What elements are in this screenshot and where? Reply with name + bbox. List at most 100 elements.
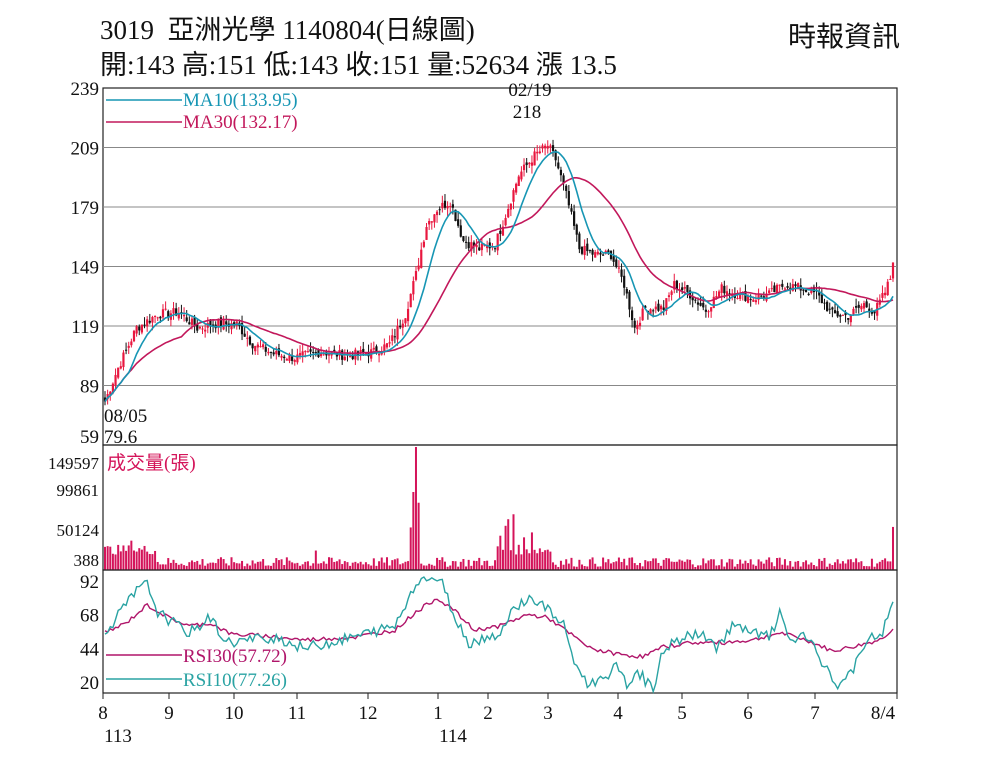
candle-body <box>826 301 829 312</box>
volume-bar <box>462 558 465 570</box>
volume-bar <box>325 563 328 570</box>
data-source: 時報資訊 <box>787 22 900 53</box>
candle-body <box>256 344 259 348</box>
volume-bar <box>372 558 375 570</box>
volume-bar <box>385 557 388 570</box>
candle-body <box>515 183 518 193</box>
volume-bar <box>725 562 728 570</box>
volume-bar <box>185 565 188 570</box>
volume-bar <box>602 557 605 570</box>
candle-body <box>225 321 228 325</box>
candle-body <box>538 151 541 154</box>
volume-bar <box>111 553 114 570</box>
candle-body <box>177 312 180 319</box>
volume-bar <box>248 565 251 570</box>
volume-bar <box>588 559 591 570</box>
volume-bar <box>404 561 407 570</box>
volume-bar <box>441 557 444 570</box>
candle-body <box>770 288 773 290</box>
candle-body <box>757 294 760 300</box>
volume-bar <box>699 565 702 570</box>
candle-body <box>623 275 626 288</box>
volume-bar <box>328 557 331 570</box>
volume-bar <box>175 562 178 570</box>
volume-bar <box>338 559 341 570</box>
candle-body <box>146 319 149 327</box>
volume-bar <box>201 559 204 570</box>
x-tick-label: 7 <box>810 703 820 724</box>
candle-body <box>794 284 797 287</box>
volume-bar <box>641 566 644 570</box>
candle-body <box>412 281 415 295</box>
volume-bar <box>277 560 280 570</box>
candle-body <box>720 284 723 293</box>
volume-bar <box>823 557 826 570</box>
volume-bar <box>754 565 757 570</box>
candle-body <box>554 150 557 161</box>
candle-body <box>320 353 323 357</box>
volume-bar <box>554 564 557 570</box>
candle-body <box>710 307 713 312</box>
volume-panel: 149597 99861 50124 388 成交量(張) <box>48 444 898 571</box>
candle-body <box>457 219 460 226</box>
volume-bar <box>362 564 365 570</box>
volume-bar <box>530 532 533 570</box>
rsi30-legend: RSI30(57.72) <box>183 646 287 667</box>
volume-bar <box>654 558 657 570</box>
candle-body <box>293 360 296 362</box>
volume-bar <box>396 558 399 570</box>
candle-body <box>182 314 186 317</box>
volume-bar <box>633 563 636 570</box>
candle-body <box>409 293 412 308</box>
candle-body <box>715 296 718 299</box>
high-date-label: 02/19 <box>508 80 551 101</box>
volume-bar <box>570 557 573 570</box>
candle-body <box>351 355 354 360</box>
ma10-legend: MA10(133.95) <box>183 90 298 111</box>
volume-bar <box>154 550 157 570</box>
candle-body <box>298 352 302 356</box>
volume-bar <box>583 566 586 570</box>
candle-body <box>567 191 570 206</box>
candle-body <box>483 245 486 247</box>
volume-bar <box>359 561 362 570</box>
candle-body <box>591 249 594 255</box>
price-panel: 239 209 179 149 119 89 59 MA10(133.95)MA30(132.… <box>71 79 898 448</box>
rsi10-line <box>104 576 894 694</box>
volume-bar <box>151 554 154 570</box>
volume-bar <box>710 559 713 570</box>
change-label: 漲 <box>535 50 563 80</box>
volume-bar <box>805 560 808 570</box>
low-value-label: 79.6 <box>104 427 137 448</box>
volume-bar <box>670 561 673 570</box>
volume-bar <box>428 563 431 570</box>
candle-body <box>428 220 431 225</box>
volume-bar <box>660 565 663 570</box>
volume-bar <box>225 563 228 570</box>
volume-bar <box>430 564 433 570</box>
volume-bar <box>480 565 483 570</box>
candle-body <box>599 252 602 255</box>
candle-body <box>752 299 755 302</box>
volume-bar <box>280 559 283 570</box>
volume-bar <box>567 563 570 570</box>
volume-bar <box>159 564 162 570</box>
candle-body <box>488 242 491 249</box>
volume-bar <box>254 563 257 570</box>
volume-bar <box>472 560 475 570</box>
volume-bar <box>673 561 676 570</box>
candle-body <box>833 310 837 314</box>
volume-bar <box>552 562 555 570</box>
x-tick-label: 8 <box>98 703 108 724</box>
volume-bar <box>167 558 170 570</box>
candle-body <box>781 283 784 287</box>
volume-bar <box>586 566 589 570</box>
candle-body <box>544 145 547 149</box>
volume-bar <box>794 561 797 570</box>
candle-body <box>754 300 758 303</box>
volume-bar <box>164 564 167 570</box>
x-tick-label: 10 <box>225 703 244 724</box>
volume-tick-label: 149597 <box>48 454 100 473</box>
volume-bar <box>241 560 244 570</box>
candle-body <box>712 296 715 308</box>
